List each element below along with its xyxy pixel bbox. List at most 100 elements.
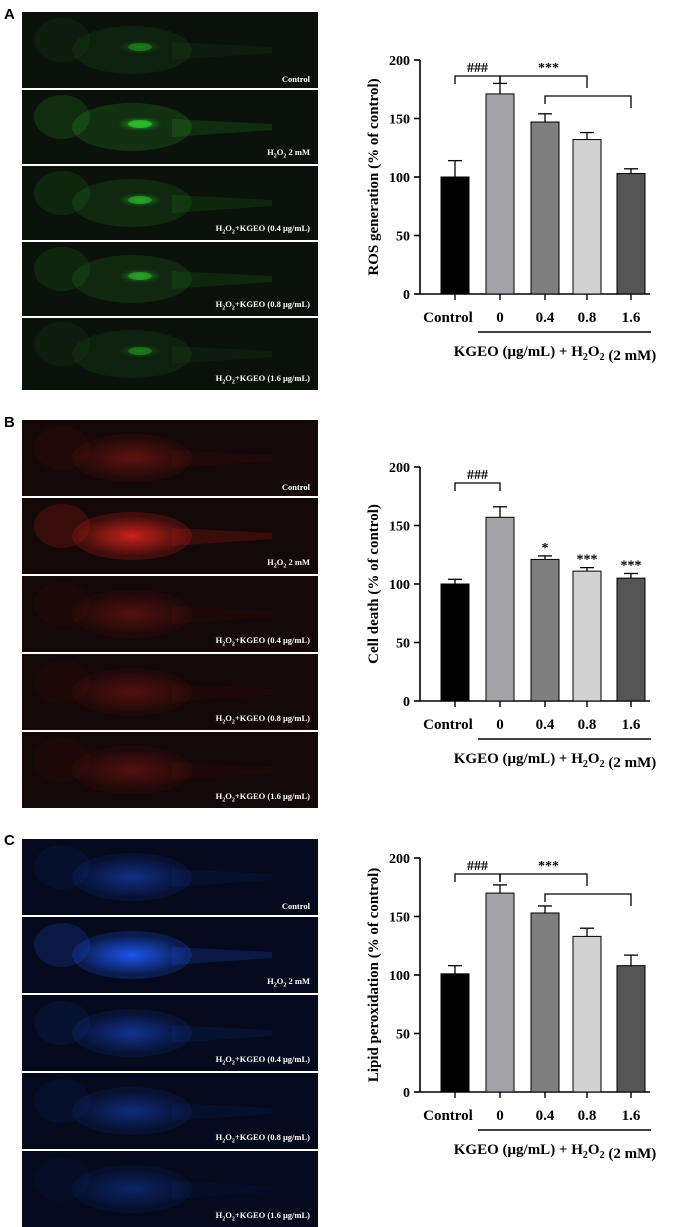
image-condition-label: H2O2+KGEO (1.6 μg/mL) — [215, 1210, 310, 1223]
zebrafish-larva — [34, 660, 272, 716]
zebrafish-larva — [34, 1079, 272, 1135]
zebrafish-larva — [34, 95, 272, 151]
y-tick-label: 200 — [389, 852, 410, 867]
image-condition-label: H2O2 2 mM — [267, 147, 310, 160]
image-condition-label: H2O2+KGEO (0.4 μg/mL) — [215, 223, 310, 236]
x-axis-label: KGEO (μg/mL) + H2O2 (2 mM) — [454, 344, 656, 364]
zebrafish-larva — [34, 171, 272, 227]
y-tick-label: 150 — [389, 113, 410, 128]
y-tick-label: 0 — [403, 695, 410, 710]
image-condition-label: Control — [281, 74, 310, 84]
fluorescence-image: Control — [22, 420, 318, 496]
x-tick-label: 0.4 — [536, 310, 555, 326]
x-tick-label: 1.6 — [622, 1108, 641, 1124]
bar — [530, 121, 560, 295]
comparison-bracket — [454, 482, 501, 491]
zebrafish-larva — [34, 247, 272, 303]
image-condition-label: H2O2+KGEO (1.6 μg/mL) — [215, 373, 310, 386]
y-tick-label: 50 — [396, 230, 410, 245]
panel-letter-a: A — [4, 6, 15, 23]
bar — [616, 577, 646, 702]
bar — [440, 583, 470, 702]
y-tick-label: 200 — [389, 461, 410, 476]
comparison-bracket — [544, 893, 632, 906]
zebrafish-larva — [34, 426, 272, 482]
hash-significance-label: ### — [467, 468, 488, 483]
bar — [485, 93, 515, 295]
hash-significance-label: ### — [467, 61, 488, 76]
comparison-bracket — [499, 75, 588, 88]
zebrafish-larva — [34, 738, 272, 794]
y-tick-label: 50 — [396, 637, 410, 652]
image-condition-label: Control — [281, 901, 310, 911]
zebrafish-larva — [34, 582, 272, 638]
stars-significance-label: *** — [538, 859, 559, 874]
y-tick-label: 200 — [389, 54, 410, 69]
x-tick-label: 0.8 — [578, 310, 597, 326]
bar — [485, 892, 515, 1093]
bar — [530, 558, 560, 702]
fluorescence-image: H2O2+KGEO (1.6 μg/mL) — [22, 732, 318, 808]
lipid-peroxidation-bar-chart: 0 50 100 150 200 Lipid peroxidation (% of con… — [366, 852, 656, 1162]
y-tick-label: 100 — [389, 171, 410, 186]
image-condition-label: H2O2+KGEO (0.4 μg/mL) — [215, 635, 310, 648]
bar — [616, 965, 646, 1093]
bar — [485, 516, 515, 702]
x-tick-label: 0.8 — [578, 1108, 597, 1124]
image-condition-label: H2O2+KGEO (0.8 μg/mL) — [215, 713, 310, 726]
image-condition-label: H2O2 2 mM — [267, 976, 310, 989]
zebrafish-larva — [34, 18, 272, 74]
x-axis-label: KGEO (μg/mL) + H2O2 (2 mM) — [454, 1142, 656, 1162]
significance-label: *** — [621, 558, 642, 573]
x-tick-label: 1.6 — [622, 717, 641, 733]
fluorescence-image: Control — [22, 12, 318, 88]
fluorescence-image: H2O2+KGEO (0.4 μg/mL) — [22, 995, 318, 1071]
x-tick-label: 0 — [496, 1108, 504, 1124]
y-tick-label: 50 — [396, 1028, 410, 1043]
fluorescence-image: H2O2 2 mM — [22, 917, 318, 993]
fluorescence-image: Control — [22, 839, 318, 915]
x-tick-label: Control — [423, 717, 473, 733]
y-tick-label: 100 — [389, 969, 410, 984]
panel-letter-b: B — [4, 414, 15, 431]
y-tick-label: 0 — [403, 288, 410, 303]
x-tick-label: 0.8 — [578, 717, 597, 733]
image-condition-label: H2O2 2 mM — [267, 557, 310, 570]
y-axis-label: ROS generation (% of control) — [366, 78, 382, 275]
y-axis-label: Lipid peroxidation (% of control) — [366, 868, 382, 1082]
fluorescence-image: H2O2+KGEO (0.4 μg/mL) — [22, 166, 318, 240]
fluorescence-image: H2O2+KGEO (0.8 μg/mL) — [22, 1073, 318, 1149]
cell-death-bar-chart: 0 50 100 150 200 Cell death (% of control) Con… — [366, 461, 656, 771]
fluorescence-image: H2O2+KGEO (1.6 μg/mL) — [22, 1151, 318, 1227]
fluorescence-image: H2O2 2 mM — [22, 90, 318, 164]
comparison-bracket — [454, 873, 501, 882]
significance-label: *** — [577, 553, 598, 568]
comparison-bracket — [499, 873, 588, 886]
zebrafish-larva — [34, 845, 272, 901]
fluorescence-image: H2O2 2 mM — [22, 498, 318, 574]
image-condition-label: H2O2+KGEO (0.8 μg/mL) — [215, 1132, 310, 1145]
fluorescence-image: H2O2+KGEO (0.8 μg/mL) — [22, 242, 318, 316]
comparison-bracket — [544, 95, 632, 108]
bar — [572, 570, 602, 702]
hash-significance-label: ### — [467, 859, 488, 874]
x-tick-label: 0.4 — [536, 717, 555, 733]
zebrafish-larva — [34, 1001, 272, 1057]
y-tick-label: 150 — [389, 911, 410, 926]
stars-significance-label: *** — [538, 61, 559, 76]
y-tick-label: 150 — [389, 520, 410, 535]
x-tick-label: 1.6 — [622, 310, 641, 326]
x-tick-label: Control — [423, 1108, 473, 1124]
bar — [530, 912, 560, 1093]
y-axis-label: Cell death (% of control) — [366, 504, 382, 664]
significance-label: * — [542, 541, 549, 556]
zebrafish-larva — [34, 923, 272, 979]
image-condition-label: H2O2+KGEO (0.4 μg/mL) — [215, 1054, 310, 1067]
bar — [616, 172, 646, 295]
x-tick-label: 0.4 — [536, 1108, 555, 1124]
y-tick-label: 0 — [403, 1086, 410, 1101]
bar — [572, 935, 602, 1093]
x-tick-label: 0 — [496, 310, 504, 326]
panel-letter-c: C — [4, 832, 15, 849]
bar — [440, 176, 470, 295]
